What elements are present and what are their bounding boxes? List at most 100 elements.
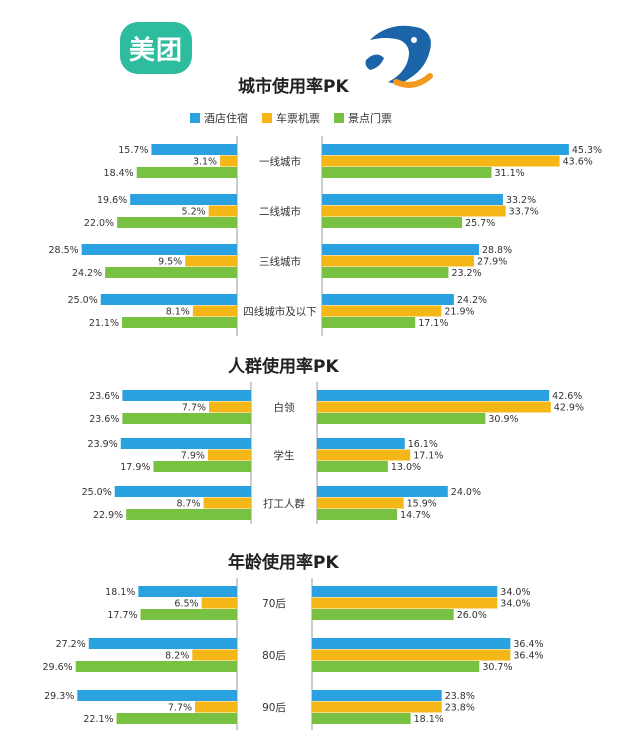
right-bar-ticket	[312, 649, 511, 661]
left-bar-label-ticket: 8.1%	[166, 307, 190, 318]
right-bar-hotel	[322, 144, 569, 155]
legend: 酒店住宿 车票机票 景点门票	[190, 110, 392, 126]
legend-item-scenic: 景点门票	[334, 110, 392, 126]
right-bar-label-scenic: 26.0%	[457, 610, 487, 621]
left-bar-label-ticket: 6.5%	[174, 599, 198, 610]
right-bar-label-hotel: 28.8%	[482, 245, 512, 256]
right-bar-hotel	[322, 294, 454, 305]
right-bar-label-hotel: 16.1%	[408, 439, 438, 450]
legend-swatch-scenic	[334, 113, 344, 123]
left-bar-hotel	[77, 690, 237, 701]
right-bar-label-ticket: 27.9%	[477, 257, 507, 268]
right-bar-label-ticket: 15.9%	[407, 499, 437, 510]
right-bar-label-ticket: 23.8%	[445, 703, 475, 714]
right-bar-ticket	[322, 205, 506, 217]
category-label: 三线城市	[259, 255, 301, 268]
left-bar-label-hotel: 27.2%	[56, 639, 86, 650]
category-label: 打工人群	[263, 497, 305, 510]
category-label: 四线城市及以下	[243, 305, 317, 318]
left-bar-hotel	[81, 244, 237, 255]
left-bar-ticket	[208, 205, 237, 217]
right-bar-hotel	[317, 438, 405, 449]
left-bar-label-scenic: 21.1%	[89, 318, 119, 329]
left-bar-hotel	[122, 390, 251, 401]
left-bar-label-ticket: 7.7%	[168, 703, 192, 714]
right-bar-label-hotel: 45.3%	[572, 145, 602, 156]
right-bar-label-hotel: 23.8%	[445, 691, 475, 702]
right-bar-label-scenic: 30.7%	[482, 662, 512, 673]
left-bar-ticket	[207, 449, 251, 461]
left-bar-label-scenic: 29.6%	[42, 662, 72, 673]
left-bar-ticket	[203, 497, 251, 509]
meituan-logo: 美团	[120, 22, 192, 74]
right-bar-label-scenic: 18.1%	[414, 714, 444, 725]
legend-swatch-ticket	[262, 113, 272, 123]
left-bar-label-hotel: 19.6%	[97, 195, 127, 206]
left-bar-label-hotel: 23.9%	[88, 439, 118, 450]
left-bar-label-ticket: 8.2%	[165, 651, 189, 662]
right-bar-label-ticket: 42.9%	[554, 403, 584, 414]
right-bar-label-scenic: 31.1%	[494, 168, 524, 179]
section-title-city: 城市使用率PK	[238, 77, 349, 97]
right-bar-scenic	[322, 317, 416, 328]
right-bar-label-ticket: 33.7%	[509, 207, 539, 218]
right-bar-hotel	[317, 390, 550, 401]
left-bar-label-hotel: 29.3%	[44, 691, 74, 702]
right-bar-hotel	[312, 586, 498, 597]
right-bar-label-ticket: 17.1%	[413, 451, 443, 462]
category-label: 一线城市	[259, 155, 301, 168]
left-bar-label-hotel: 25.0%	[82, 487, 112, 498]
left-bar-scenic	[75, 661, 238, 672]
left-bar-label-scenic: 22.9%	[93, 510, 123, 521]
left-bar-ticket	[192, 649, 237, 661]
left-bar-ticket	[185, 255, 237, 267]
left-bar-hotel	[120, 438, 252, 449]
right-bar-ticket	[317, 401, 551, 413]
right-bar-scenic	[317, 413, 486, 424]
left-bar-label-hotel: 18.1%	[105, 587, 135, 598]
left-bar-label-ticket: 9.5%	[158, 257, 182, 268]
left-bar-hotel	[138, 586, 237, 597]
right-bar-hotel	[317, 486, 448, 497]
left-bar-scenic	[136, 167, 237, 178]
right-bar-label-hotel: 24.2%	[457, 295, 487, 306]
ctrip-dolphin-logo	[365, 25, 433, 88]
category-label: 白领	[274, 401, 295, 414]
left-bar-scenic	[117, 217, 237, 228]
category-label: 70后	[262, 598, 286, 610]
right-bar-ticket	[312, 597, 498, 609]
legend-item-hotel: 酒店住宿	[190, 110, 248, 126]
left-bar-ticket	[192, 305, 237, 317]
right-bar-label-scenic: 23.2%	[451, 268, 481, 279]
right-bar-scenic	[317, 461, 388, 472]
right-bar-label-scenic: 14.7%	[400, 510, 430, 521]
left-bar-label-scenic: 23.6%	[89, 414, 119, 425]
category-label: 学生	[274, 449, 295, 462]
right-bar-label-ticket: 34.0%	[500, 599, 530, 610]
right-bar-ticket	[317, 449, 411, 461]
right-bar-ticket	[312, 701, 442, 713]
legend-label-hotel: 酒店住宿	[204, 112, 248, 125]
left-bar-scenic	[116, 713, 237, 724]
right-bar-hotel	[322, 244, 479, 255]
left-bar-label-scenic: 17.7%	[107, 610, 137, 621]
left-bar-scenic	[126, 509, 251, 520]
right-bar-ticket	[322, 305, 442, 317]
right-bar-ticket	[317, 497, 404, 509]
right-bar-label-hotel: 36.4%	[513, 639, 543, 650]
right-bar-label-hotel: 42.6%	[552, 391, 582, 402]
right-bar-scenic	[312, 609, 454, 620]
right-bar-scenic	[322, 267, 449, 278]
left-bar-hotel	[130, 194, 237, 205]
right-bar-ticket	[322, 155, 560, 167]
left-bar-scenic	[122, 413, 251, 424]
legend-swatch-hotel	[190, 113, 200, 123]
category-label: 90后	[262, 702, 286, 714]
category-label: 二线城市	[259, 205, 301, 218]
left-bar-label-scenic: 24.2%	[72, 268, 102, 279]
left-bar-hotel	[114, 486, 251, 497]
right-bar-hotel	[312, 690, 442, 701]
right-bar-label-hotel: 33.2%	[506, 195, 536, 206]
